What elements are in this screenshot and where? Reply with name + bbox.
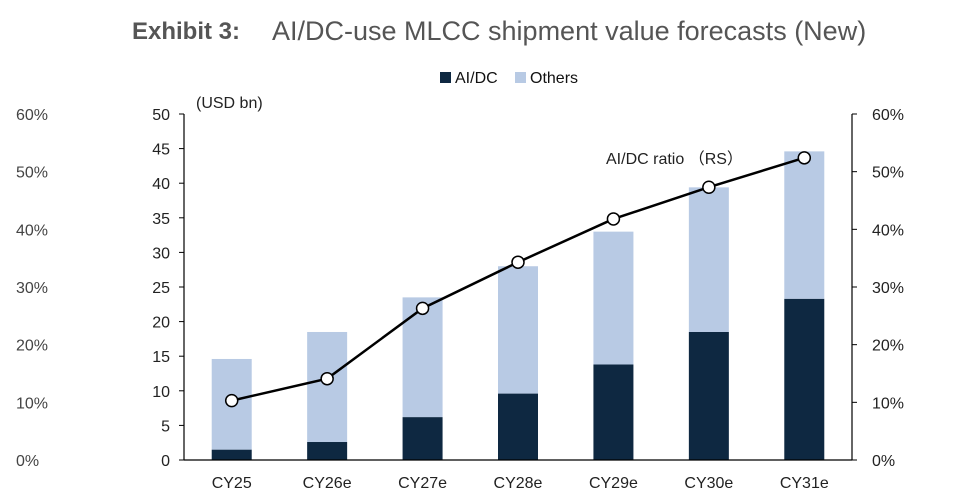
right-axis-tick-label: 60% [872,107,904,124]
ratio-line-series [224,151,812,408]
left-axis-tick-label: 25 [152,280,170,297]
ratio-point [606,212,621,226]
ghost-axis: 0% 10% 20% 30% 40% 50% 60% [16,107,48,470]
legend-label-ai-dc: AI/DC [455,70,498,87]
chart-header: Exhibit 3: AI/DC-use MLCC shipment value… [0,14,960,54]
left-axis-tick-label: 15 [152,349,170,366]
chart-title: AI/DC-use MLCC shipment value forecasts … [272,16,867,46]
ratio-point [511,255,525,269]
bar-others [307,331,348,443]
ratio-point [224,393,239,408]
ghost-axis-tick-label: 20% [16,338,48,355]
left-axis-unit-label: (USD bn) [196,95,263,112]
legend-label-others: Others [530,70,578,87]
left-axis-tick-label: 50 [152,107,170,124]
left-axis-tick-label: 10 [152,384,170,401]
x-axis: CY25 CY26e CY27e CY28e CY29e CY30e CY31e [184,459,852,492]
ghost-axis-tick-label: 10% [16,395,48,412]
ghost-axis-tick-label: 60% [16,107,48,124]
bar-others [688,187,729,332]
exhibit-label: Exhibit 3: [132,18,241,45]
bar-others [784,151,825,299]
legend-swatch-others [515,72,526,83]
x-axis-tick-label: CY27e [398,475,447,492]
bar-ai-dc [593,364,634,460]
x-axis-tick-label: CY31e [780,475,829,492]
bar-ai-dc [307,442,348,460]
chart-legend: AI/DC Others [440,70,578,87]
left-axis-tick-label: 35 [152,211,170,228]
ghost-axis-tick-label: 30% [16,280,48,297]
ghost-axis-tick-label: 0% [16,453,39,470]
left-axis: 0 5 10 15 20 25 30 35 40 45 50 [152,107,185,470]
right-axis-tick-label: 10% [872,395,904,412]
left-axis-tick-label: 5 [161,418,170,435]
ratio-point [415,301,430,316]
bar-ai-dc [498,393,538,460]
left-axis-tick-label: 0 [161,453,170,470]
right-axis: 0% 10% 20% 30% 40% 50% 60% [851,107,904,470]
bar-ai-dc [688,331,729,460]
ratio-line-label: AI/DC ratio （RS） [606,150,743,168]
left-axis-tick-label: 45 [152,142,170,159]
right-axis-tick-label: 30% [872,280,904,297]
legend-swatch-ai-dc [440,72,451,83]
x-axis-tick-label: CY30e [684,475,733,492]
bar-ai-dc [784,298,825,460]
right-axis-tick-label: 40% [872,222,904,239]
right-axis-tick-label: 0% [872,453,895,470]
x-axis-tick-label: CY26e [303,475,352,492]
x-axis-tick-label: CY25 [212,475,252,492]
bar-ai-dc [211,449,252,460]
x-axis-tick-label: CY29e [589,475,638,492]
ratio-point [320,371,334,386]
right-axis-tick-label: 50% [872,165,904,182]
ghost-axis-tick-label: 40% [16,222,48,239]
x-axis-tick-label: CY28e [494,475,543,492]
ghost-axis-tick-label: 50% [16,165,48,182]
bar-series [211,151,825,460]
left-axis-tick-label: 20 [152,315,170,332]
bar-others [593,231,634,365]
left-axis-tick-label: 30 [152,245,170,262]
bar-others [498,266,538,394]
bar-others [402,297,443,418]
right-axis-tick-label: 20% [872,338,904,355]
bar-ai-dc [402,417,443,460]
ratio-point [702,180,716,194]
ratio-point [797,151,812,165]
left-axis-tick-label: 40 [152,176,170,193]
